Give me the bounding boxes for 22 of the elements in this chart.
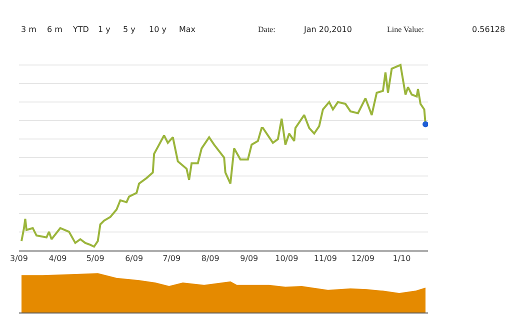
- text: 10 y: [149, 25, 167, 34]
- text: YTD: [72, 25, 89, 34]
- text: Max: [179, 25, 196, 34]
- text: 5 y: [123, 25, 136, 34]
- text: 1 y: [98, 25, 111, 34]
- x-tick-label: 4/09: [48, 254, 67, 263]
- text: 6 m: [47, 25, 63, 34]
- text: Jan 20,2010: [303, 25, 352, 34]
- text: 3 m: [21, 25, 37, 34]
- x-tick-label: 1/10: [392, 254, 411, 263]
- x-tick-label: 7/09: [162, 254, 181, 263]
- x-tick-label: 8/09: [201, 254, 220, 263]
- x-tick-label: 5/09: [86, 254, 104, 263]
- x-tick-label: 10/09: [275, 254, 298, 263]
- x-tick-label: 11/09: [314, 254, 337, 263]
- x-tick-label: 6/09: [125, 254, 144, 263]
- text: Line Value:: [387, 25, 424, 34]
- x-tick-label: 12/09: [351, 254, 374, 263]
- x-tick-label: 9/09: [240, 254, 258, 263]
- text: Date:: [258, 25, 276, 34]
- x-tick-label: 3/09: [10, 254, 28, 263]
- text: 0.56128: [472, 25, 506, 34]
